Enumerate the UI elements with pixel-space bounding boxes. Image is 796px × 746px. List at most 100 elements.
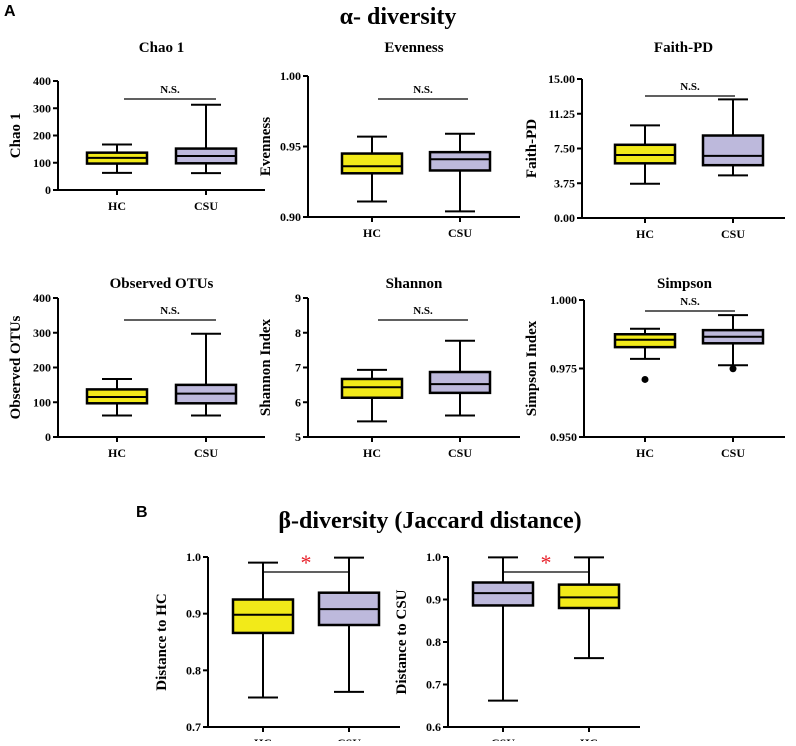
box-csu <box>428 132 492 213</box>
y-tick-label: 1.0 <box>186 550 201 564</box>
panel-title: Observed OTUs <box>110 276 214 292</box>
box-hc <box>613 327 677 383</box>
boxplot-panel: Faith-PD Faith-PD 0.00 3.75 7.50 11.25 15.00 HC… <box>524 40 785 241</box>
box-hc <box>557 556 621 660</box>
x-tick-label: CSU <box>448 446 472 460</box>
y-tick-label: 100 <box>33 395 51 409</box>
x-tick-label: HC <box>254 736 272 741</box>
box-iqr <box>701 134 765 167</box>
x-tick-label: HC <box>636 446 654 460</box>
y-tick-label: 11.25 <box>549 107 575 121</box>
y-tick-label: 200 <box>33 129 51 143</box>
box-hc <box>340 135 404 203</box>
significance-label: N.S. <box>680 81 700 93</box>
y-axis-label: Shannon Index <box>258 318 274 416</box>
x-tick-label: CSU <box>491 736 515 741</box>
y-tick-label: 1.0 <box>426 550 441 564</box>
y-tick-label: 6 <box>295 395 301 409</box>
box-iqr <box>231 598 295 635</box>
box-csu <box>701 314 765 373</box>
outlier-point <box>641 375 649 383</box>
x-tick-label: HC <box>636 227 654 241</box>
x-tick-label: CSU <box>194 199 218 213</box>
y-tick-label: 9 <box>295 291 301 305</box>
y-tick-label: 0.8 <box>426 635 441 649</box>
y-tick-label: 0.7 <box>426 678 441 692</box>
y-tick-label: 300 <box>33 101 51 115</box>
panel-label-a: A <box>4 3 16 20</box>
significance-label: N.S. <box>160 305 180 317</box>
significance-label: N.S. <box>160 84 180 96</box>
y-tick-label: 3.75 <box>554 176 575 190</box>
box-hc <box>340 368 404 423</box>
box-iqr <box>428 370 492 395</box>
x-tick-label: CSU <box>194 446 218 460</box>
panel-title: Faith-PD <box>654 40 713 56</box>
box-iqr <box>428 150 492 172</box>
box-hc <box>85 377 149 417</box>
box-csu <box>471 556 535 702</box>
boxplot-panel: Evenness Evenness 0.90 0.95 1.00 HC CSU N.S. <box>258 40 520 240</box>
significance-label: N.S. <box>413 305 433 317</box>
y-tick-label: 5 <box>295 430 301 444</box>
x-tick-label: CSU <box>721 446 745 460</box>
boxplot-panel: Observed OTUs Observed OTUs 0 100 200 300 400 H… <box>8 276 265 460</box>
box-hc <box>85 143 149 174</box>
y-tick-label: 0.8 <box>186 663 201 677</box>
box-csu <box>701 98 765 177</box>
box-hc <box>613 124 677 185</box>
panel-label-b: B <box>136 504 148 521</box>
box-csu <box>428 339 492 417</box>
significance-label: N.S. <box>680 296 700 308</box>
y-tick-label: 0.9 <box>426 593 441 607</box>
box-iqr <box>340 152 404 175</box>
y-tick-label: 0 <box>45 430 51 444</box>
y-axis-label: Chao 1 <box>8 113 24 158</box>
box-iqr <box>340 377 404 399</box>
significance-label: * <box>541 550 552 575</box>
box-csu <box>174 332 238 417</box>
box-csu <box>174 103 238 175</box>
y-tick-label: 300 <box>33 326 51 340</box>
y-axis-label: Evenness <box>258 117 274 176</box>
x-tick-label: HC <box>363 446 381 460</box>
y-tick-label: 0.00 <box>554 211 575 225</box>
y-tick-label: 0.95 <box>280 140 301 154</box>
y-tick-label: 0.7 <box>186 720 201 734</box>
y-tick-label: 1.000 <box>550 293 577 307</box>
panel-title: Evenness <box>384 40 443 56</box>
y-tick-label: 100 <box>33 156 51 170</box>
panel-title: Chao 1 <box>139 40 184 56</box>
y-axis-label: Faith-PD <box>524 119 540 178</box>
boxplot-panel: Distance to CSU 0.6 0.7 0.8 0.9 1.0 CSU HC * <box>394 550 640 746</box>
x-tick-label: CSU <box>337 736 361 741</box>
x-tick-label: CSU <box>448 226 472 240</box>
x-tick-label: HC <box>108 199 126 213</box>
y-tick-label: 15.00 <box>548 72 575 86</box>
y-tick-label: 400 <box>33 74 51 88</box>
y-tick-label: 7.50 <box>554 142 575 156</box>
y-axis-label: Simpson Index <box>524 320 540 416</box>
y-tick-label: 1.00 <box>280 69 301 83</box>
panel-title: Shannon <box>386 276 443 292</box>
x-tick-label: HC <box>108 446 126 460</box>
y-axis-label: Distance to CSU <box>394 589 410 694</box>
y-tick-label: 0.950 <box>550 430 577 444</box>
outlier-point <box>729 365 737 373</box>
y-tick-label: 0.90 <box>280 210 301 224</box>
alpha-diversity-title: α- diversity <box>340 4 457 30</box>
significance-label: * <box>301 550 312 575</box>
x-tick-label: HC <box>580 736 598 741</box>
x-tick-label: CSU <box>721 227 745 241</box>
box-iqr <box>557 583 621 610</box>
panel-title: Simpson <box>657 276 713 292</box>
y-tick-label: 0.9 <box>186 607 201 621</box>
x-tick-label: HC <box>363 226 381 240</box>
y-tick-label: 8 <box>295 326 301 340</box>
y-axis-label: Observed OTUs <box>8 315 24 419</box>
boxplot-panel: Shannon Shannon Index 5 6 7 8 9 HC CSU N.S. <box>258 276 520 460</box>
boxplot-panel: Chao 1 Chao 1 0 100 200 300 400 HC CSU N.S. <box>8 40 265 213</box>
beta-diversity-title: β-diversity (Jaccard distance) <box>278 508 581 534</box>
boxplot-panel: Distance to HC 0.7 0.8 0.9 1.0 HC CSU * <box>154 550 400 746</box>
boxplot-panel: Simpson Simpson Index 0.950 0.975 1.000 HC CSU… <box>524 276 785 460</box>
